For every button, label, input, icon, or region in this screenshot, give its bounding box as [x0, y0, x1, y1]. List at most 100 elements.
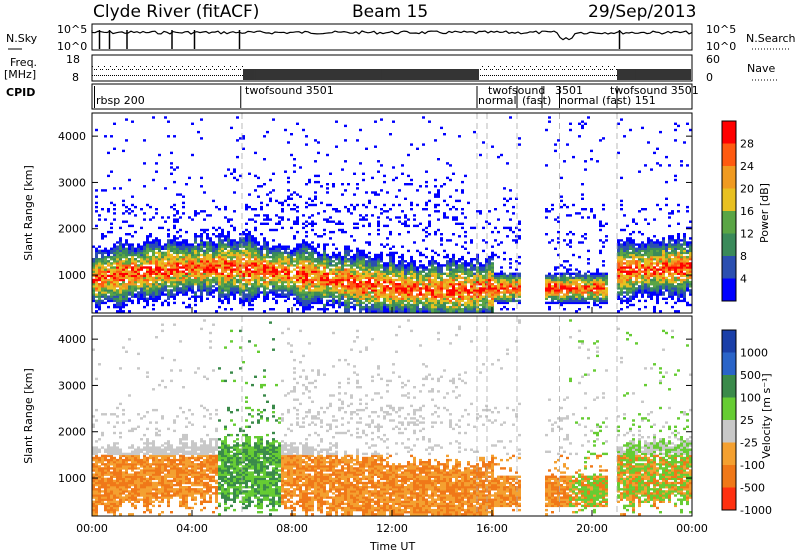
heatmap-cell	[365, 305, 368, 309]
heatmap-cell	[350, 287, 353, 290]
heatmap-cell	[221, 268, 224, 271]
heatmap-cell	[275, 214, 278, 217]
heatmap-cell	[95, 278, 98, 282]
heatmap-cell	[272, 172, 275, 175]
heatmap-cell	[116, 299, 119, 303]
heatmap-cell	[350, 289, 353, 292]
heatmap-cell	[194, 268, 197, 271]
heatmap-cell	[473, 305, 476, 309]
heatmap-cell	[104, 293, 107, 296]
heatmap-cell	[437, 203, 440, 207]
heatmap-cell	[206, 287, 209, 290]
heatmap-cell	[389, 262, 392, 265]
heatmap-cell	[362, 260, 365, 263]
heatmap-cell	[458, 270, 461, 273]
heatmap-cell	[485, 272, 488, 275]
heatmap-cell	[398, 270, 401, 273]
heatmap-cell	[230, 224, 233, 228]
heatmap-cell	[245, 239, 248, 242]
heatmap-cell	[143, 258, 146, 261]
heatmap-cell	[419, 222, 422, 225]
heatmap-cell	[191, 285, 194, 288]
heatmap-cell	[557, 291, 560, 294]
heatmap-cell	[101, 301, 104, 305]
heatmap-cell	[398, 203, 401, 207]
heatmap-cell	[512, 283, 515, 286]
heatmap-cell	[239, 289, 242, 292]
heatmap-cell	[374, 291, 377, 294]
heatmap-cell	[359, 308, 362, 311]
heatmap-cell	[221, 255, 224, 259]
heatmap-cell	[416, 285, 419, 288]
heatmap-cell	[518, 285, 521, 288]
heatmap-cell	[482, 287, 485, 290]
heatmap-cell	[230, 172, 233, 175]
heatmap-cell	[266, 272, 269, 275]
freq-dot	[602, 75, 603, 76]
freq-dot	[498, 75, 499, 76]
heatmap-cell	[401, 270, 404, 273]
heatmap-cell	[116, 262, 119, 265]
heatmap-cell	[218, 247, 221, 250]
heatmap-cell	[182, 272, 185, 275]
heatmap-cell	[566, 291, 569, 294]
heatmap-cell	[278, 262, 281, 265]
heatmap-cell	[191, 247, 194, 250]
heatmap-cell	[380, 305, 383, 309]
heatmap-cell	[245, 260, 248, 263]
heatmap-cell	[401, 245, 404, 248]
freq-dot	[144, 75, 145, 76]
heatmap-cell	[431, 258, 434, 261]
heatmap-cell	[251, 264, 254, 267]
heatmap-cell	[410, 305, 413, 309]
heatmap-cell	[503, 197, 506, 200]
heatmap-cell	[560, 299, 563, 303]
heatmap-cell	[230, 262, 233, 265]
heatmap-cell	[404, 280, 407, 284]
heatmap-cell	[134, 276, 137, 280]
heatmap-cell	[200, 241, 203, 244]
heatmap-cell	[488, 310, 491, 313]
heatmap-cell	[548, 278, 551, 282]
heatmap-cell	[122, 287, 125, 290]
heatmap-cell	[182, 270, 185, 273]
heatmap-cell	[413, 287, 416, 290]
heatmap-cell	[389, 291, 392, 294]
heatmap-cell	[554, 276, 557, 280]
freq-dot	[122, 75, 123, 76]
heatmap-cell	[167, 262, 170, 265]
heatmap-cell	[287, 245, 290, 248]
heatmap-cell	[239, 237, 242, 240]
heatmap-cell	[194, 233, 197, 236]
heatmap-cell	[314, 139, 317, 142]
heatmap-cell	[113, 291, 116, 294]
heatmap-cell	[230, 268, 233, 271]
heatmap-cell	[233, 262, 236, 265]
heatmap-cell	[404, 272, 407, 275]
heatmap-cell	[473, 308, 476, 311]
heatmap-cell	[506, 210, 509, 213]
heatmap-cell	[380, 212, 383, 215]
heatmap-cell	[107, 305, 110, 309]
heatmap-cell	[548, 287, 551, 290]
heatmap-cell	[380, 310, 383, 313]
heatmap-cell	[356, 251, 359, 255]
heatmap-cell	[461, 291, 464, 294]
heatmap-cell	[233, 241, 236, 244]
heatmap-cell	[176, 251, 179, 255]
heatmap-cell	[224, 280, 227, 284]
heatmap-cell	[446, 239, 449, 242]
heatmap-cell	[101, 251, 104, 255]
heatmap-cell	[287, 280, 290, 284]
heatmap-cell	[272, 255, 275, 259]
heatmap-cell	[233, 293, 236, 296]
heatmap-cell	[515, 268, 518, 271]
heatmap-cell	[461, 272, 464, 275]
heatmap-cell	[257, 258, 260, 261]
heatmap-cell	[347, 280, 350, 284]
heatmap-cell	[260, 270, 263, 273]
heatmap-cell	[155, 247, 158, 250]
heatmap-cell	[455, 243, 458, 246]
heatmap-cell	[317, 283, 320, 286]
heatmap-cell	[302, 299, 305, 303]
